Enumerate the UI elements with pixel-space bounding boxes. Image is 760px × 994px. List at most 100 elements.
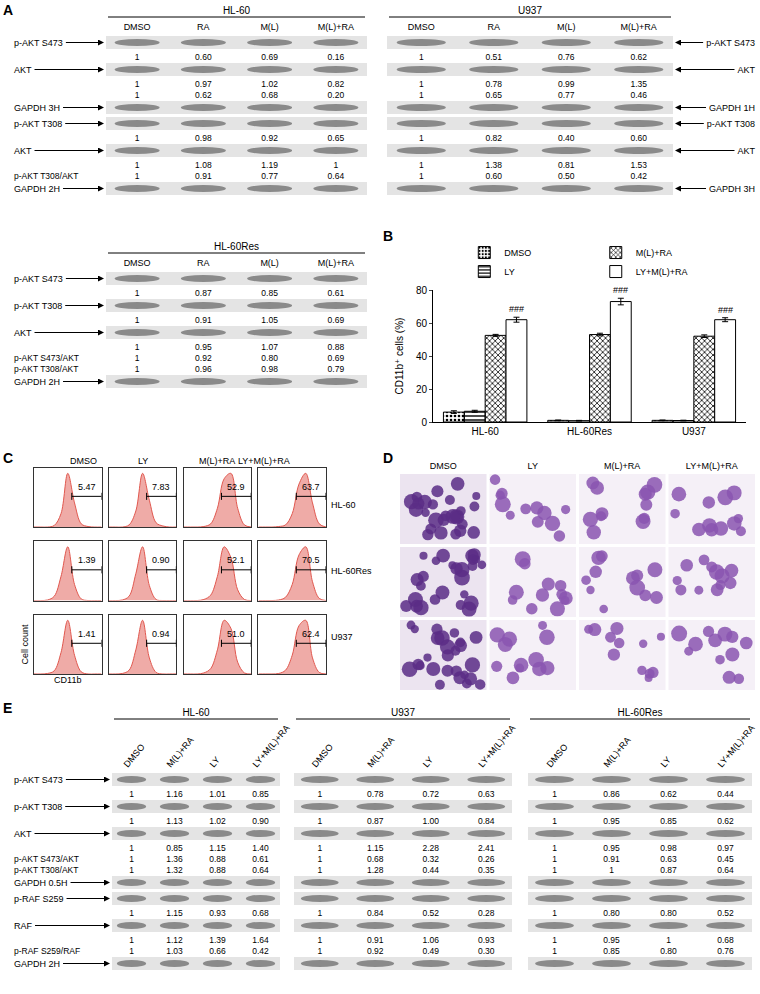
svg-text:AKT: AKT — [14, 146, 32, 156]
svg-text:0.85: 0.85 — [166, 843, 183, 853]
svg-text:0.95: 0.95 — [603, 816, 620, 826]
svg-text:HL-60: HL-60 — [182, 707, 210, 718]
svg-text:0.94: 0.94 — [152, 629, 170, 639]
svg-text:0.95: 0.95 — [603, 843, 620, 853]
svg-text:0.88: 0.88 — [209, 854, 226, 864]
svg-text:0.51: 0.51 — [485, 52, 502, 62]
svg-text:LY+M(L)+RA: LY+M(L)+RA — [476, 723, 517, 769]
svg-text:1: 1 — [419, 160, 424, 170]
svg-text:1: 1 — [129, 854, 134, 864]
svg-text:0.91: 0.91 — [603, 854, 620, 864]
svg-text:1: 1 — [129, 908, 134, 918]
svg-text:0.42: 0.42 — [252, 946, 269, 956]
svg-text:1.38: 1.38 — [485, 160, 502, 170]
svg-text:20: 20 — [416, 384, 428, 395]
svg-text:DMSO: DMSO — [122, 742, 147, 769]
svg-text:C: C — [3, 450, 13, 466]
svg-text:1: 1 — [129, 789, 134, 799]
svg-text:0.82: 0.82 — [328, 79, 345, 89]
svg-text:p-AKT S473/AKT: p-AKT S473/AKT — [14, 854, 79, 864]
svg-text:1: 1 — [135, 342, 140, 352]
svg-text:1.00: 1.00 — [422, 816, 439, 826]
svg-text:M(L)+RA: M(L)+RA — [165, 735, 196, 769]
svg-text:LY: LY — [208, 755, 222, 769]
svg-text:0.81: 0.81 — [558, 160, 575, 170]
svg-text:0.96: 0.96 — [195, 364, 212, 374]
svg-text:1: 1 — [129, 843, 134, 853]
svg-text:LY+M(L)+RA: LY+M(L)+RA — [251, 723, 292, 769]
svg-text:p-AKT S473: p-AKT S473 — [706, 38, 755, 48]
svg-text:0.80: 0.80 — [660, 908, 677, 918]
svg-text:DMSO: DMSO — [430, 461, 457, 471]
svg-text:0.62: 0.62 — [630, 52, 647, 62]
svg-text:1.02: 1.02 — [209, 816, 226, 826]
svg-text:RA: RA — [197, 22, 210, 32]
svg-text:M(L)+RA: M(L)+RA — [636, 248, 672, 258]
svg-text:M(L)+RA: M(L)+RA — [199, 456, 235, 466]
svg-text:M(L)+RA: M(L)+RA — [604, 461, 640, 471]
svg-text:0.95: 0.95 — [603, 935, 620, 945]
svg-text:HL-60Res: HL-60Res — [617, 707, 662, 718]
svg-text:p-AKT S473: p-AKT S473 — [14, 38, 63, 48]
svg-text:p-AKT S473: p-AKT S473 — [14, 274, 63, 284]
svg-text:p-AKT T308: p-AKT T308 — [14, 301, 62, 311]
svg-text:AKT: AKT — [737, 146, 755, 156]
svg-text:M(L): M(L) — [260, 258, 279, 268]
svg-text:0.88: 0.88 — [328, 342, 345, 352]
svg-text:A: A — [3, 2, 13, 18]
svg-text:0.52: 0.52 — [717, 908, 734, 918]
svg-text:p-AKT S473/AKT: p-AKT S473/AKT — [14, 353, 79, 363]
svg-text:0.87: 0.87 — [660, 865, 677, 875]
svg-text:1: 1 — [317, 843, 322, 853]
svg-text:1.02: 1.02 — [261, 79, 278, 89]
svg-text:1: 1 — [552, 908, 557, 918]
svg-text:1: 1 — [609, 865, 614, 875]
svg-text:LY: LY — [659, 755, 673, 769]
svg-text:1: 1 — [135, 133, 140, 143]
svg-text:1.03: 1.03 — [166, 946, 183, 956]
svg-text:0.99: 0.99 — [558, 79, 575, 89]
svg-text:LY: LY — [138, 456, 148, 466]
svg-text:0.91: 0.91 — [367, 935, 384, 945]
svg-text:GAPDH 2H: GAPDH 2H — [14, 377, 60, 387]
svg-text:1: 1 — [317, 789, 322, 799]
svg-text:###: ### — [509, 304, 524, 314]
svg-text:62.4: 62.4 — [302, 629, 320, 639]
svg-text:E: E — [3, 700, 12, 716]
svg-text:1: 1 — [129, 816, 134, 826]
svg-text:DMSO: DMSO — [124, 22, 151, 32]
svg-text:D: D — [383, 450, 393, 466]
svg-text:0.98: 0.98 — [660, 843, 677, 853]
svg-text:M(L): M(L) — [557, 22, 576, 32]
svg-text:0.61: 0.61 — [252, 854, 269, 864]
svg-text:0.32: 0.32 — [422, 854, 439, 864]
svg-text:DMSO: DMSO — [545, 742, 570, 769]
svg-text:0.68: 0.68 — [261, 90, 278, 100]
svg-text:0.65: 0.65 — [485, 90, 502, 100]
svg-text:1: 1 — [317, 935, 322, 945]
svg-text:1.01: 1.01 — [209, 789, 226, 799]
svg-text:0.69: 0.69 — [328, 315, 345, 325]
svg-text:1: 1 — [135, 52, 140, 62]
svg-text:1.36: 1.36 — [166, 854, 183, 864]
svg-text:DMSO: DMSO — [408, 22, 435, 32]
svg-text:GAPDH 1H: GAPDH 1H — [709, 103, 755, 113]
svg-text:HL-60: HL-60 — [331, 500, 356, 510]
svg-text:RAF: RAF — [14, 921, 33, 931]
svg-text:0.85: 0.85 — [603, 946, 620, 956]
svg-text:0.68: 0.68 — [252, 908, 269, 918]
svg-text:HL-60Res: HL-60Res — [214, 241, 259, 252]
svg-text:0.52: 0.52 — [422, 908, 439, 918]
svg-text:0.78: 0.78 — [485, 79, 502, 89]
svg-text:GAPDH 3H: GAPDH 3H — [14, 103, 60, 113]
svg-text:CD11b: CD11b — [54, 675, 81, 685]
svg-text:1: 1 — [135, 79, 140, 89]
svg-text:p-AKT T308: p-AKT T308 — [14, 802, 62, 812]
svg-text:AKT: AKT — [14, 328, 32, 338]
svg-text:HL-60: HL-60 — [472, 426, 500, 437]
svg-text:GAPDH 3H: GAPDH 3H — [709, 184, 755, 194]
svg-text:0.80: 0.80 — [660, 946, 677, 956]
svg-text:0.97: 0.97 — [195, 79, 212, 89]
svg-text:1: 1 — [552, 789, 557, 799]
svg-text:0.60: 0.60 — [195, 52, 212, 62]
